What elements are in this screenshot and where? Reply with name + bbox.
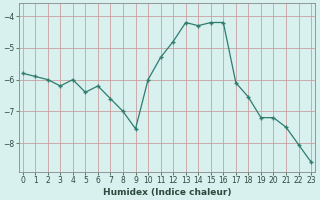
X-axis label: Humidex (Indice chaleur): Humidex (Indice chaleur): [103, 188, 231, 197]
